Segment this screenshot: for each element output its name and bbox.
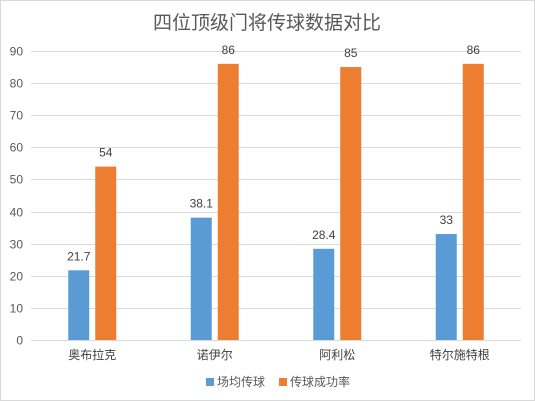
y-tick-label: 60 [10, 141, 24, 155]
chart-title: 四位顶级门将传球数据对比 [153, 12, 381, 34]
data-label: 33 [440, 213, 454, 227]
bars [68, 63, 484, 341]
bar [68, 270, 90, 340]
legend-swatch [206, 378, 214, 386]
data-label: 85 [344, 46, 358, 60]
y-tick-label: 20 [10, 270, 24, 284]
data-label: 86 [222, 43, 236, 57]
y-tick-label: 10 [10, 302, 24, 316]
bar [462, 63, 484, 340]
y-tick-label: 50 [10, 173, 24, 187]
bar [340, 67, 362, 341]
data-label: 54 [99, 146, 113, 160]
x-axis-categories: 奥布拉克 诺伊尔 阿利松 特尔施特根 [68, 347, 490, 362]
legend-swatch [279, 378, 288, 386]
y-tick-label: 80 [10, 77, 24, 91]
x-category-label: 特尔施特根 [430, 347, 490, 362]
y-tick-label: 0 [16, 334, 23, 348]
data-label: 38.1 [190, 197, 214, 211]
data-label: 86 [467, 43, 481, 57]
y-tick-label: 40 [10, 206, 24, 220]
legend-label: 场均传球 [217, 374, 265, 389]
y-axis-ticks: 0 10 20 30 40 50 60 70 80 90 [10, 45, 24, 348]
x-category-label: 阿利松 [319, 348, 355, 362]
y-tick-label: 90 [10, 45, 24, 59]
legend-label: 传球成功率 [290, 374, 350, 389]
y-tick-label: 70 [10, 109, 24, 123]
bar [435, 234, 457, 340]
bar [313, 248, 335, 340]
bar [190, 217, 212, 340]
bar [217, 63, 239, 340]
bar [95, 166, 117, 340]
data-label: 21.7 [67, 249, 91, 263]
data-labels: 21.7 54 38.1 86 28.4 85 33 86 [67, 43, 480, 263]
data-label: 28.4 [312, 228, 336, 242]
x-category-label: 诺伊尔 [197, 347, 233, 362]
y-tick-label: 30 [10, 238, 24, 252]
x-category-label: 奥布拉克 [68, 347, 116, 362]
legend: 场均传球 传球成功率 [206, 374, 350, 389]
